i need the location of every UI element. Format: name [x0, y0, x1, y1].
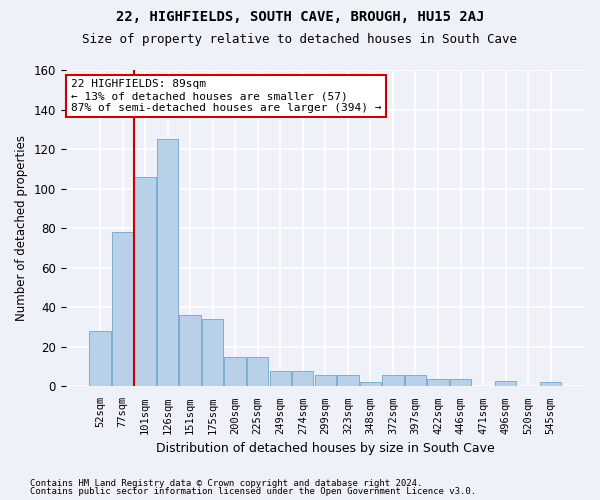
Bar — [540, 382, 562, 386]
Bar — [269, 370, 291, 386]
Bar — [224, 357, 246, 386]
Text: 22 HIGHFIELDS: 89sqm
← 13% of detached houses are smaller (57)
87% of semi-detac: 22 HIGHFIELDS: 89sqm ← 13% of detached h… — [71, 80, 382, 112]
Bar — [450, 378, 471, 386]
Text: Size of property relative to detached houses in South Cave: Size of property relative to detached ho… — [83, 32, 517, 46]
Bar — [247, 357, 268, 386]
Text: Contains HM Land Registry data © Crown copyright and database right 2024.: Contains HM Land Registry data © Crown c… — [30, 478, 422, 488]
Text: Contains public sector information licensed under the Open Government Licence v3: Contains public sector information licen… — [30, 487, 476, 496]
Bar — [89, 331, 110, 386]
Bar — [405, 374, 426, 386]
X-axis label: Distribution of detached houses by size in South Cave: Distribution of detached houses by size … — [156, 442, 495, 455]
Bar — [359, 382, 381, 386]
Bar — [427, 378, 449, 386]
Bar — [337, 374, 359, 386]
Bar — [292, 370, 313, 386]
Y-axis label: Number of detached properties: Number of detached properties — [15, 135, 28, 321]
Bar — [179, 315, 201, 386]
Bar — [202, 319, 223, 386]
Text: 22, HIGHFIELDS, SOUTH CAVE, BROUGH, HU15 2AJ: 22, HIGHFIELDS, SOUTH CAVE, BROUGH, HU15… — [116, 10, 484, 24]
Bar — [314, 374, 336, 386]
Bar — [382, 374, 404, 386]
Bar — [495, 380, 517, 386]
Bar — [157, 139, 178, 386]
Bar — [134, 177, 156, 386]
Bar — [112, 232, 133, 386]
